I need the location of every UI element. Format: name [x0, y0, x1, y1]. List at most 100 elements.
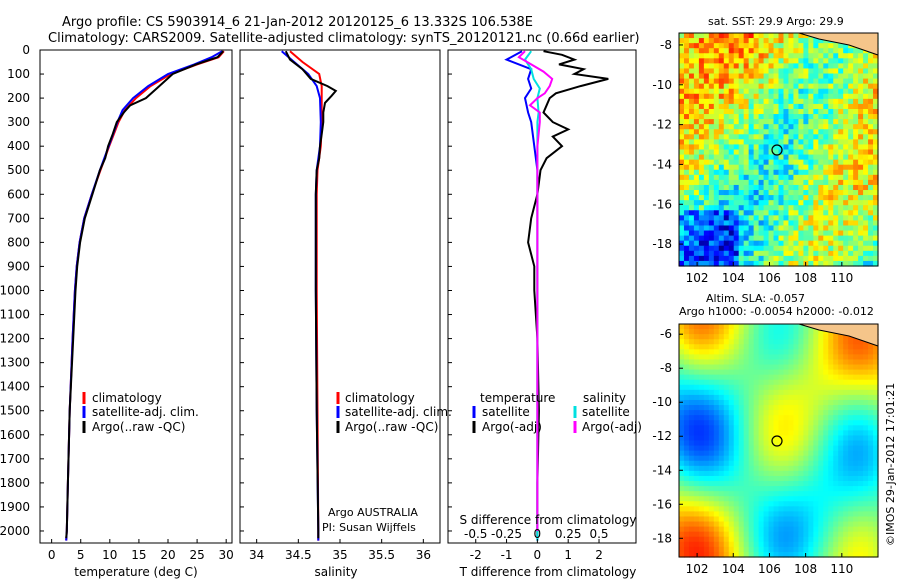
map-cell: [843, 445, 849, 452]
map-cell: [853, 108, 859, 115]
map-cell: [833, 134, 839, 140]
map-cell: [853, 205, 859, 211]
map-cell: [679, 159, 685, 166]
map-cell: [848, 83, 854, 90]
map-cell: [788, 48, 795, 54]
map-cell: [873, 255, 879, 262]
map-cell: [763, 470, 770, 477]
map-cell: [773, 83, 780, 90]
map-cell: [863, 255, 869, 262]
map-cell: [763, 415, 770, 421]
map-cell: [813, 541, 819, 548]
map-cell: [828, 93, 834, 100]
map-cell: [783, 195, 790, 201]
map-cell: [783, 516, 790, 523]
map-cell: [843, 195, 849, 201]
map-cell: [688, 58, 695, 64]
map-cell: [808, 174, 814, 181]
map-cell: [823, 354, 829, 361]
map-cell: [773, 430, 780, 437]
map-cell: [768, 215, 775, 222]
map-xtick-label: 104: [722, 562, 745, 576]
map-cell: [748, 349, 755, 355]
map-cell: [778, 536, 785, 543]
map-cell: [693, 114, 700, 120]
imos-watermark: ©IMOS 29-Jan-2012 17:01:21: [884, 383, 897, 546]
map-cell: [693, 496, 700, 502]
map-cell: [723, 481, 730, 487]
map-cell: [838, 144, 844, 151]
map-cell: [808, 379, 814, 386]
map-cell: [679, 506, 685, 513]
map-cell: [708, 210, 715, 216]
map-cell: [783, 154, 790, 161]
map-cell: [728, 354, 735, 361]
map-cell: [808, 475, 814, 482]
map-cell: [783, 496, 790, 502]
map-cell: [823, 48, 829, 54]
map-cell: [743, 435, 750, 442]
map-cell: [758, 154, 765, 161]
map-cell: [803, 129, 809, 135]
map-cell: [733, 470, 740, 477]
map-cell: [773, 98, 780, 105]
map-cell: [743, 124, 750, 130]
map-cell: [863, 220, 869, 227]
map-cell: [703, 93, 710, 100]
map-cell: [788, 124, 795, 130]
map-ytick-label: -14: [652, 463, 672, 477]
map-cell: [738, 33, 745, 39]
map-cell: [793, 374, 799, 381]
map-cell: [743, 425, 750, 431]
map-cell: [758, 149, 765, 156]
map-cell: [783, 98, 790, 105]
map-cell: [778, 374, 785, 381]
map-cell: [793, 546, 799, 553]
map-cell: [758, 68, 765, 75]
map-cell: [793, 98, 799, 105]
map-cell: [723, 546, 730, 553]
map-cell: [703, 430, 710, 437]
map-cell: [783, 174, 790, 181]
map-cell: [679, 526, 685, 533]
map-cell: [693, 410, 700, 416]
map-cell: [748, 260, 755, 267]
map-cell: [688, 440, 695, 447]
map-cell: [848, 108, 854, 115]
map-cell: [688, 334, 695, 340]
map-cell: [728, 541, 735, 548]
map-cell: [823, 491, 829, 497]
map-cell: [808, 73, 814, 80]
map-cell: [803, 174, 809, 181]
map-cell: [753, 124, 760, 130]
map-cell: [783, 83, 790, 90]
map-cell: [748, 129, 755, 135]
map-cell: [733, 58, 740, 64]
s-diff-tick-label: 0.25: [555, 527, 582, 541]
map-cell: [753, 78, 760, 85]
map-cell: [823, 420, 829, 426]
map-cell: [733, 38, 740, 44]
map-cell: [728, 364, 735, 371]
map-cell: [788, 536, 795, 543]
temperature-legend: climatology satellite-adj. clim. Argo(..…: [82, 391, 199, 434]
map-cell: [873, 73, 879, 80]
map-cell: [798, 354, 804, 361]
map-cell: [768, 455, 775, 462]
map-cell: [873, 149, 879, 156]
sst-map-title: sat. SST: 29.9 Argo: 29.9: [708, 15, 844, 28]
map-cell: [808, 164, 814, 171]
map-cell: [808, 114, 814, 120]
map-cell: [843, 415, 849, 421]
map-cell: [703, 78, 710, 85]
map-cell: [818, 93, 824, 100]
map-cell: [823, 430, 829, 437]
map-cell: [683, 339, 690, 345]
map-cell: [688, 149, 695, 156]
map-cell: [773, 108, 780, 115]
map-cell: [823, 93, 829, 100]
map-cell: [798, 405, 804, 411]
map-cell: [733, 460, 740, 467]
map-cell: [818, 349, 824, 355]
map-cell: [863, 349, 869, 355]
